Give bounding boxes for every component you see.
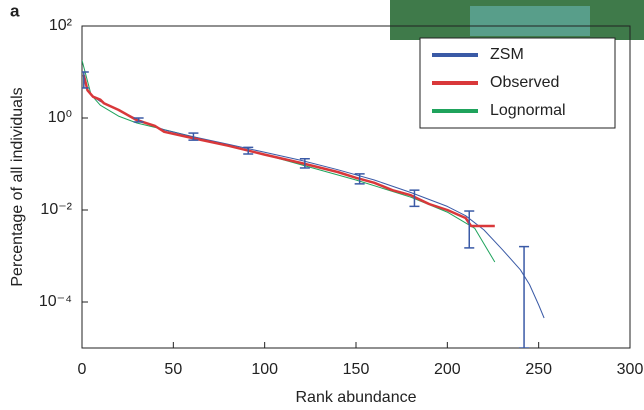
x-tick-label: 250 — [525, 361, 552, 378]
x-tick-label: 0 — [78, 361, 87, 378]
panel-label: a — [10, 1, 20, 20]
y-tick-label: 10⁻⁴ — [39, 293, 72, 310]
y-axis-label: Percentage of all individuals — [9, 87, 26, 286]
series-line — [82, 74, 495, 228]
legend: ZSM Observed Lognormal — [419, 37, 616, 129]
x-axis-label: Rank abundance — [296, 389, 417, 406]
x-tick-label: 100 — [251, 361, 278, 378]
x-tick-label: 150 — [343, 361, 370, 378]
plot-area — [82, 60, 545, 348]
inset-photo-water — [470, 6, 590, 36]
y-tick-label: 10⁰ — [48, 109, 72, 126]
x-tick-label: 50 — [164, 361, 182, 378]
x-tick-label: 300 — [617, 361, 644, 378]
legend-label: Lognormal — [490, 102, 566, 119]
y-tick-label: 10² — [49, 17, 73, 34]
legend-label: ZSM — [490, 46, 524, 63]
legend-label: Observed — [490, 74, 559, 91]
x-tick-label: 200 — [434, 361, 461, 378]
y-tick-label: 10⁻² — [40, 201, 72, 218]
